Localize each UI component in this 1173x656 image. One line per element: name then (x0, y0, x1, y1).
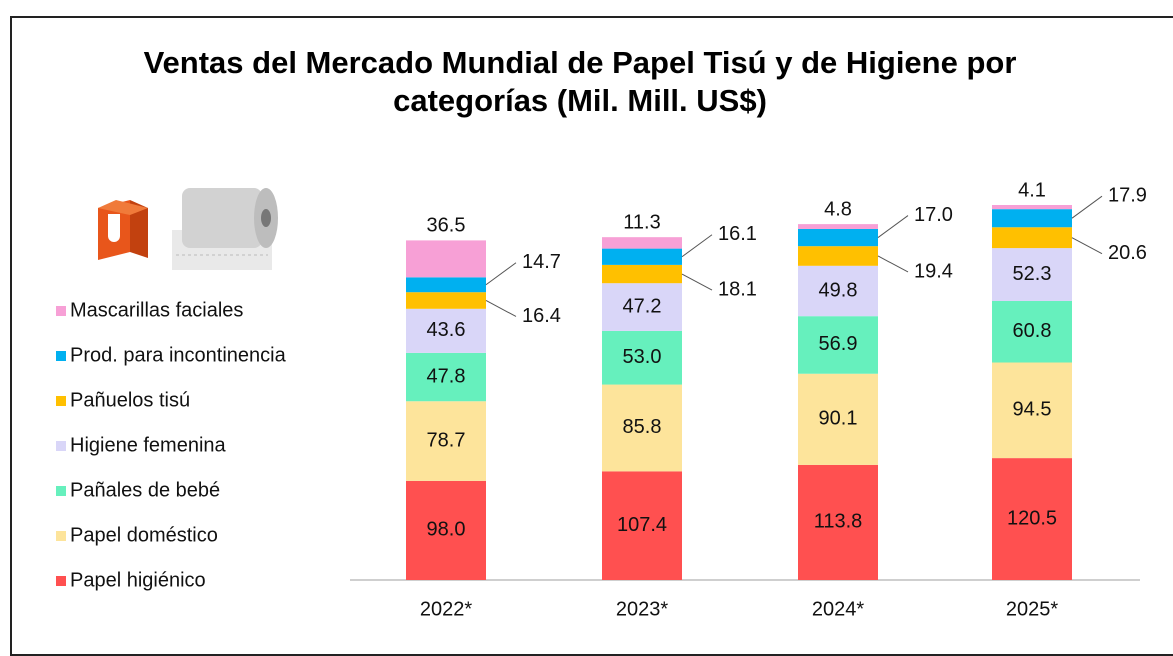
bar-segment (406, 240, 486, 277)
leader-line (878, 256, 908, 272)
leader-line (682, 274, 712, 290)
value-label: 36.5 (427, 215, 466, 237)
value-label: 11.3 (623, 211, 660, 233)
legend-swatch (56, 441, 66, 451)
legend-label: Pañuelos tisú (70, 389, 190, 411)
value-label: 17.9 (1108, 184, 1147, 206)
value-label: 47.8 (427, 365, 466, 387)
legend-label: Mascarillas faciales (70, 299, 243, 321)
legend-label: Papel doméstico (70, 524, 218, 546)
value-label: 85.8 (623, 416, 662, 438)
bar-segment (602, 237, 682, 248)
value-label: 47.2 (623, 295, 662, 317)
value-label: 43.6 (427, 319, 466, 341)
x-tick-label: 2025* (1006, 598, 1058, 620)
leader-line (486, 300, 516, 316)
leader-line (682, 235, 712, 257)
bar-segment (992, 227, 1072, 248)
value-label: 113.8 (814, 511, 863, 533)
bar-segment (798, 246, 878, 266)
legend-label: Papel higiénico (70, 569, 206, 591)
value-label: 4.1 (1018, 179, 1046, 201)
bar-segment (406, 277, 486, 292)
x-tick-label: 2022* (420, 598, 472, 620)
value-label: 16.1 (718, 223, 757, 245)
value-label: 94.5 (1013, 399, 1052, 421)
bar-segment (798, 229, 878, 246)
value-label: 52.3 (1013, 263, 1052, 285)
bar-segment (798, 224, 878, 229)
leader-line (878, 216, 908, 238)
legend-swatch (56, 396, 66, 406)
bar-segment (992, 205, 1072, 209)
legend-label: Prod. para incontinencia (70, 344, 287, 366)
value-label: 49.8 (819, 279, 858, 301)
legend-label: Pañales de bebé (70, 479, 220, 501)
value-label: 19.4 (914, 260, 953, 282)
value-label: 4.8 (824, 198, 852, 220)
icon-roll (172, 188, 278, 270)
value-label: 17.0 (914, 204, 953, 226)
leader-line (486, 263, 516, 285)
value-label: 90.1 (819, 408, 858, 430)
value-label: 14.7 (522, 251, 561, 273)
value-label: 20.6 (1108, 242, 1147, 264)
leader-line (1072, 238, 1102, 254)
value-label: 107.4 (617, 514, 667, 536)
legend-swatch (56, 486, 66, 496)
leader-line (1072, 196, 1102, 218)
value-label: 16.4 (522, 305, 561, 327)
x-tick-label: 2023* (616, 598, 668, 620)
value-label: 53.0 (623, 346, 662, 368)
bar-segment (406, 292, 486, 309)
page: {"chart_data": {"type": "stacked-bar", "… (0, 0, 1173, 636)
value-label: 78.7 (427, 429, 466, 451)
legend-swatch (56, 351, 66, 361)
value-label: 60.8 (1013, 320, 1052, 342)
icon-box (98, 200, 148, 260)
value-label: 98.0 (427, 519, 466, 541)
legend-swatch (56, 576, 66, 586)
legend-swatch (56, 306, 66, 316)
legend-label: Higiene femenina (70, 434, 227, 456)
legend-swatch (56, 531, 66, 541)
value-label: 56.9 (819, 333, 858, 355)
value-label: 18.1 (718, 278, 757, 300)
bar-segment (602, 265, 682, 283)
x-tick-label: 2024* (812, 598, 864, 620)
value-label: 120.5 (1007, 507, 1057, 529)
chart: Papel higiénico Papel doméstico Pañales de… (0, 0, 1173, 636)
bar-segment (992, 209, 1072, 227)
bar-segment (602, 249, 682, 265)
